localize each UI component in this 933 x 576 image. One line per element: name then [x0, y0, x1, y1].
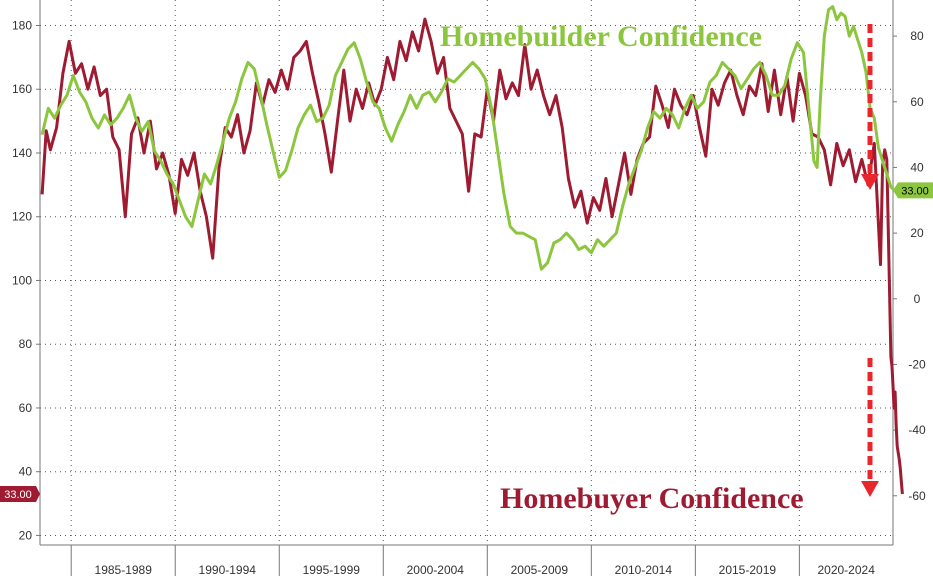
series-line-buyer: [40, 17, 904, 495]
left-tick-label: 140: [12, 146, 32, 160]
annotation-homebuilder: Homebuilder Confidence: [440, 20, 762, 53]
right-tick-label: -40: [908, 423, 926, 437]
axis-labels: 20 40 60 80 100 120 140 160 180 -60 -40 -20 0 20 40 60 8…: [0, 18, 933, 576]
series-lines: [40, 5, 904, 495]
last-value-text: 33.00: [901, 185, 929, 197]
left-tick-label: 120: [12, 210, 32, 224]
left-tick-label: 40: [19, 465, 33, 479]
last-value-tag-buyer: 33.00: [0, 486, 40, 503]
left-tick-label: 100: [12, 273, 32, 287]
right-tick-label: 80: [910, 29, 924, 43]
annotation-homebuyer: Homebuyer Confidence: [500, 482, 804, 515]
arrow-head: [861, 481, 879, 497]
category-label: 2005-2009: [511, 563, 569, 576]
last-value-box: [0, 486, 40, 503]
category-label: 1990-1994: [199, 563, 257, 576]
category-label: 1985-1989: [95, 563, 153, 576]
category-label: 1995-1999: [303, 563, 361, 576]
down-arrows: [861, 24, 879, 497]
right-tick-label: -60: [908, 489, 926, 503]
category-label: 2010-2014: [615, 563, 673, 576]
axes: [36, 0, 897, 576]
left-tick-label: 60: [19, 401, 33, 415]
series-line-builder: [40, 5, 897, 271]
left-tick-label: 180: [12, 18, 32, 32]
arrow-head: [861, 174, 879, 190]
last-value-text: 33.00: [4, 489, 32, 501]
left-tick-label: 20: [19, 528, 33, 542]
right-tick-label: 20: [910, 226, 924, 240]
right-tick-label: -20: [908, 357, 926, 371]
left-tick-label: 80: [19, 337, 33, 351]
down-arrow-buyer: [861, 358, 879, 497]
right-tick-label: 40: [910, 160, 924, 174]
left-tick-label: 160: [12, 82, 32, 96]
right-tick-label: 60: [910, 95, 924, 109]
last-value-tag-builder: 33.00: [893, 182, 933, 199]
category-label: 2020-2024: [817, 563, 875, 576]
category-label: 2015-2019: [719, 563, 777, 576]
category-label: 2000-2004: [407, 563, 465, 576]
right-tick-label: 0: [914, 292, 921, 306]
last-value-box: [893, 182, 933, 199]
down-arrow-builder: [861, 24, 879, 190]
